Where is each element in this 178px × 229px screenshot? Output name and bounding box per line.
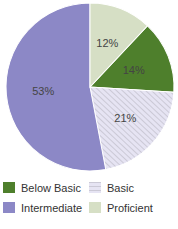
- legend-swatch: [3, 182, 15, 193]
- data-labels: 14% 21% 53% 12%: [32, 37, 145, 124]
- legend-item: Proficient: [89, 202, 153, 214]
- legend-item: Intermediate: [3, 202, 82, 214]
- legend-swatch: [3, 202, 15, 213]
- legend-item: Basic: [89, 182, 134, 194]
- data-label: 21%: [114, 112, 136, 124]
- legend-label: Below Basic: [21, 182, 81, 194]
- legend-label: Intermediate: [21, 202, 82, 214]
- data-label: 12%: [96, 37, 118, 49]
- legend-swatch: [89, 182, 101, 193]
- legend-label: Basic: [107, 182, 134, 194]
- pie-slice: [48, 0, 147, 87]
- pie: [0, 0, 178, 206]
- pie-slice: [0, 0, 178, 195]
- legend-label: Proficient: [107, 202, 153, 214]
- chart: 14% 21% 53% 12% Below Basic Basic Intermediate…: [0, 0, 178, 229]
- data-label: 14%: [123, 64, 145, 76]
- legend-item: Below Basic: [3, 182, 81, 194]
- legend-swatch: [89, 202, 101, 213]
- legend: Below Basic Basic Intermediate Proficient: [3, 182, 153, 214]
- data-label: 53%: [32, 85, 54, 97]
